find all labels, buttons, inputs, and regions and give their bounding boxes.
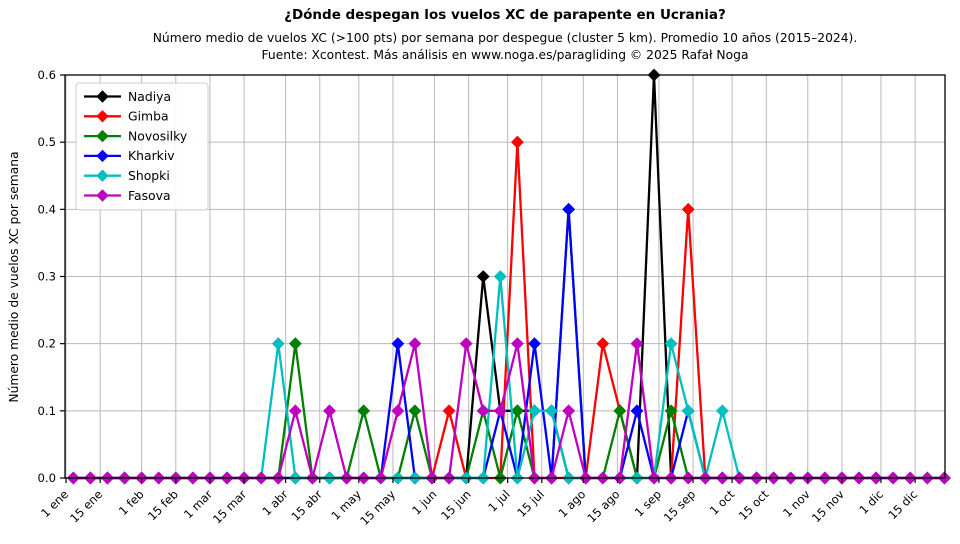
chart-source: Fuente: Xcontest. Más análisis en www.no… [262, 48, 749, 62]
legend-label: Shopki [128, 168, 170, 183]
legend: Nadiya Gimba Novosilky Kharkiv Shopki Fasova [75, 82, 209, 211]
y-tick-label: 0.0 [38, 471, 56, 485]
legend-label: Gimba [128, 109, 169, 124]
legend-label: Kharkiv [128, 148, 175, 163]
legend-marker-sample [96, 149, 109, 163]
y-tick-label: 0.3 [38, 270, 56, 284]
y-tick-label: 0.4 [38, 202, 56, 216]
legend-box [75, 82, 209, 211]
legend-item-novosilky: Novosilky [84, 128, 187, 143]
y-axis-label: Número medio de vuelos XC por semana [7, 151, 21, 402]
legend-item-nadiya: Nadiya [84, 89, 171, 104]
y-tick-label: 0.5 [38, 135, 56, 149]
legend-item-fasova: Fasova [84, 188, 171, 203]
chart-subtitle: Número medio de vuelos XC (>100 pts) por… [153, 31, 858, 45]
legend-item-kharkiv: Kharkiv [84, 148, 175, 163]
legend-marker-sample [96, 110, 109, 123]
legend-item-gimba: Gimba [84, 109, 169, 124]
legend-marker-sample [96, 90, 109, 103]
legend-item-shopki: Shopki [84, 168, 170, 183]
legend-marker-sample [96, 189, 109, 202]
legend-marker-sample [96, 129, 109, 143]
legend-label: Nadiya [128, 89, 171, 104]
legend-marker-sample [96, 169, 109, 182]
chart-title: ¿Dónde despegan los vuelos XC de parapen… [284, 7, 726, 23]
y-tick-label: 0.1 [38, 404, 56, 418]
legend-label: Novosilky [128, 128, 187, 143]
legend-label: Fasova [128, 188, 171, 203]
y-tick-label: 0.2 [38, 337, 56, 351]
y-tick-label: 0.6 [38, 68, 56, 82]
